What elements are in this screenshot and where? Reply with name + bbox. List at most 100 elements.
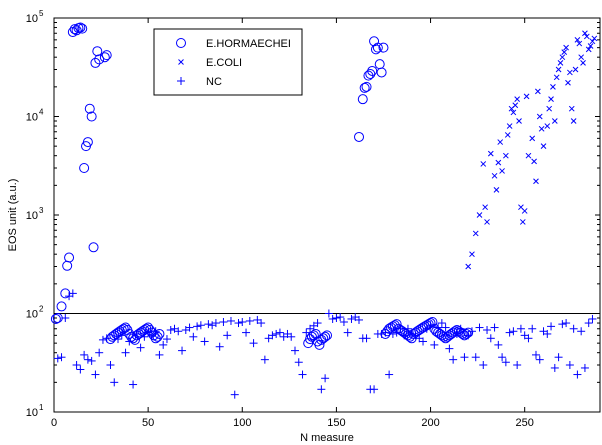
data-point xyxy=(460,353,469,362)
y-tick-label-3: 10 xyxy=(26,112,38,124)
data-point xyxy=(287,332,296,341)
data-point xyxy=(359,82,370,93)
data-point xyxy=(577,327,586,336)
data-point xyxy=(370,385,379,394)
data-point xyxy=(578,54,585,61)
data-point xyxy=(464,331,473,340)
data-point xyxy=(495,159,502,166)
data-point xyxy=(132,329,141,338)
data-point xyxy=(562,319,571,328)
data-point xyxy=(305,334,316,345)
data-point xyxy=(452,329,461,338)
data-point xyxy=(568,105,575,112)
data-point xyxy=(441,323,450,332)
data-point xyxy=(434,323,443,332)
data-point xyxy=(275,328,284,337)
data-point xyxy=(152,331,163,342)
data-point xyxy=(538,125,545,132)
y-tick-label-exp-1: 2 xyxy=(39,305,44,314)
data-point xyxy=(114,335,123,344)
data-point xyxy=(588,314,597,323)
data-point xyxy=(510,109,517,116)
data-point xyxy=(223,331,232,340)
data-point xyxy=(268,331,277,340)
data-point xyxy=(516,324,525,333)
data-point xyxy=(493,187,500,193)
y-tick-label-4: 10 xyxy=(26,13,38,25)
data-point xyxy=(80,350,89,359)
data-point xyxy=(102,334,111,343)
y-tick-label-exp-2: 3 xyxy=(39,206,44,215)
data-point xyxy=(196,321,205,330)
data-point xyxy=(68,289,77,298)
data-point xyxy=(313,319,322,328)
data-point xyxy=(376,67,387,78)
plot-area xyxy=(53,17,601,413)
legend-marker-1 xyxy=(178,59,184,65)
legend-marker-0 xyxy=(176,38,186,48)
data-point xyxy=(519,219,526,225)
data-point xyxy=(553,74,560,81)
data-point xyxy=(125,337,134,346)
data-point xyxy=(378,42,389,53)
data-point xyxy=(536,113,543,120)
data-point xyxy=(336,313,345,322)
data-point xyxy=(90,57,101,68)
axis-ticks xyxy=(53,17,600,413)
data-point xyxy=(524,334,533,343)
data-point xyxy=(174,327,183,336)
data-point xyxy=(361,81,372,92)
data-point xyxy=(572,66,579,73)
data-point xyxy=(576,40,583,47)
data-point xyxy=(238,317,247,326)
legend-entry-2: NC xyxy=(177,76,222,88)
data-point xyxy=(365,69,376,80)
data-point xyxy=(106,361,115,370)
data-point xyxy=(504,132,511,138)
data-point xyxy=(521,208,528,214)
data-point xyxy=(550,363,559,372)
x-tick-label-1: 50 xyxy=(142,417,154,429)
data-point xyxy=(436,330,447,341)
data-point xyxy=(449,355,458,364)
data-point xyxy=(585,46,592,53)
data-point xyxy=(535,88,541,95)
data-marks xyxy=(50,22,598,399)
data-point xyxy=(117,331,126,340)
data-point xyxy=(294,358,303,367)
data-point xyxy=(574,36,581,43)
data-point xyxy=(79,163,90,174)
data-point xyxy=(491,172,498,179)
y-axis-label: EOS unit (a.u.) xyxy=(7,179,19,252)
data-point xyxy=(516,118,522,124)
x-tick-labels: 0 50 100 150 200 250 xyxy=(51,417,534,429)
data-point xyxy=(56,301,67,312)
data-point xyxy=(129,334,140,345)
data-point xyxy=(98,335,107,344)
legend-marker-2 xyxy=(177,77,185,85)
data-point xyxy=(580,363,589,372)
y-tick-label-exp-4: 5 xyxy=(39,9,44,18)
data-point xyxy=(563,44,569,51)
data-point xyxy=(476,212,483,218)
data-point xyxy=(193,322,202,331)
data-point xyxy=(88,242,99,253)
legend-label-1: E.COLI xyxy=(206,57,242,69)
data-point xyxy=(162,335,171,344)
data-point xyxy=(482,204,489,211)
data-point xyxy=(320,331,331,342)
data-point xyxy=(550,83,556,90)
data-point xyxy=(339,317,348,326)
legend-entry-1: E.COLI xyxy=(178,57,242,69)
data-point xyxy=(357,94,368,105)
data-point xyxy=(178,346,187,355)
data-point xyxy=(469,251,475,258)
legend-box xyxy=(153,28,303,96)
data-point xyxy=(544,123,551,129)
data-point xyxy=(385,370,394,379)
data-point xyxy=(531,158,537,165)
data-point xyxy=(328,314,337,323)
data-point xyxy=(479,361,488,370)
data-point xyxy=(513,361,522,370)
